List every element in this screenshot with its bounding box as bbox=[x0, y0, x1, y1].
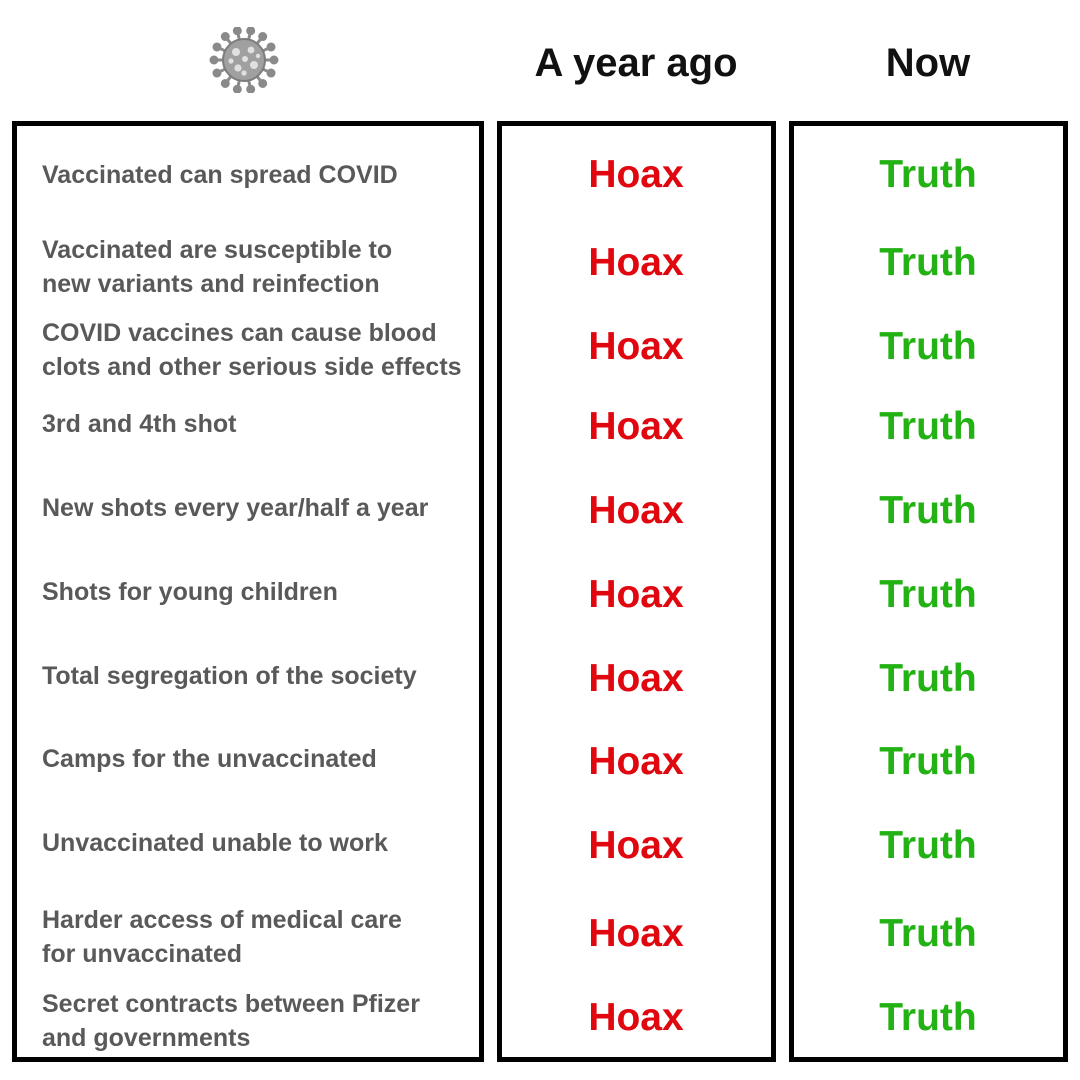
verdict-truth: Truth bbox=[879, 573, 977, 616]
claim-text: Total segregation of the society bbox=[42, 662, 417, 690]
verdict-hoax: Hoax bbox=[588, 996, 684, 1039]
verdict-hoax: Hoax bbox=[588, 489, 684, 532]
now-column-box bbox=[789, 121, 1068, 1062]
verdict-hoax: Hoax bbox=[588, 241, 684, 284]
claim-text: 3rd and 4th shot bbox=[42, 410, 237, 438]
claim-text: New shots every year/half a year bbox=[42, 494, 429, 522]
column-header-now: Now bbox=[885, 41, 971, 85]
claim-text: Vaccinated can spread COVID bbox=[42, 161, 398, 189]
verdict-truth: Truth bbox=[879, 489, 977, 532]
claim-text: Harder access of medical care for unvacc… bbox=[42, 906, 402, 968]
verdict-truth: Truth bbox=[879, 325, 977, 368]
verdict-truth: Truth bbox=[879, 241, 977, 284]
verdict-truth: Truth bbox=[879, 996, 977, 1039]
claims-column-box bbox=[12, 121, 484, 1062]
claim-text: Vaccinated are susceptible to new varian… bbox=[42, 236, 393, 298]
claim-text: Secret contracts between Pfizer and gove… bbox=[42, 990, 420, 1052]
claim-text: Unvaccinated unable to work bbox=[42, 829, 388, 857]
claim-text: Shots for young children bbox=[42, 578, 338, 606]
verdict-truth: Truth bbox=[879, 657, 977, 700]
verdict-hoax: Hoax bbox=[588, 912, 684, 955]
verdict-hoax: Hoax bbox=[588, 325, 684, 368]
verdict-hoax: Hoax bbox=[588, 657, 684, 700]
verdict-hoax: Hoax bbox=[588, 405, 684, 448]
verdict-hoax: Hoax bbox=[588, 824, 684, 867]
verdict-hoax: Hoax bbox=[588, 153, 684, 196]
claim-text: Camps for the unvaccinated bbox=[42, 745, 377, 773]
claim-text: COVID vaccines can cause blood clots and… bbox=[42, 319, 462, 381]
verdict-truth: Truth bbox=[879, 740, 977, 783]
virus-icon bbox=[209, 27, 279, 93]
verdict-hoax: Hoax bbox=[588, 573, 684, 616]
verdict-truth: Truth bbox=[879, 824, 977, 867]
verdict-truth: Truth bbox=[879, 405, 977, 448]
a-year-ago-column-box bbox=[497, 121, 776, 1062]
verdict-hoax: Hoax bbox=[588, 740, 684, 783]
column-header-a-year-ago: A year ago bbox=[534, 41, 738, 85]
verdict-truth: Truth bbox=[879, 912, 977, 955]
verdict-truth: Truth bbox=[879, 153, 977, 196]
